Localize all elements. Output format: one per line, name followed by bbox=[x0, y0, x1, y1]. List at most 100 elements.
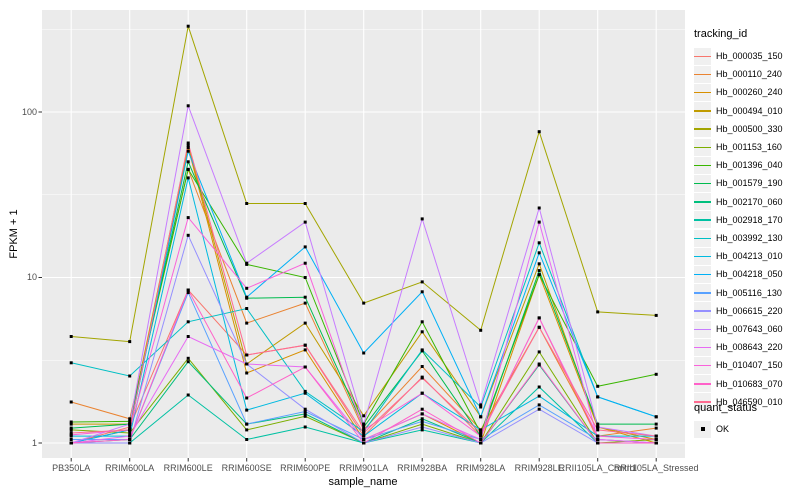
legend-key-swatch bbox=[694, 211, 711, 229]
data-point bbox=[596, 425, 600, 429]
legend-key-swatch bbox=[694, 156, 711, 174]
data-point bbox=[654, 313, 658, 317]
data-point bbox=[362, 441, 366, 445]
legend-label: Hb_004213_010 bbox=[716, 251, 783, 262]
data-point bbox=[245, 438, 249, 441]
legend-entry: Hb_000260_240 bbox=[694, 83, 783, 101]
data-point bbox=[362, 431, 366, 435]
legend-label: Hb_008643_220 bbox=[716, 342, 783, 353]
data-point bbox=[69, 428, 73, 432]
data-point bbox=[186, 143, 190, 147]
data-point bbox=[186, 335, 190, 338]
data-point bbox=[245, 353, 249, 357]
legend-entry-quant-ok: OK bbox=[694, 420, 729, 438]
data-point bbox=[420, 290, 424, 294]
data-point bbox=[69, 400, 73, 404]
data-point bbox=[128, 431, 132, 435]
legend-key-swatch bbox=[694, 83, 711, 101]
data-point bbox=[303, 202, 307, 205]
data-point bbox=[596, 428, 600, 432]
data-point bbox=[245, 321, 249, 325]
data-point bbox=[654, 415, 658, 419]
data-point bbox=[420, 217, 424, 221]
legend-entry: Hb_000500_330 bbox=[694, 120, 783, 138]
data-point bbox=[654, 426, 658, 430]
quant-ok-key-icon bbox=[694, 420, 711, 438]
legend-label: Hb_002170_060 bbox=[716, 196, 783, 207]
data-point bbox=[654, 438, 658, 441]
data-point bbox=[537, 316, 541, 320]
data-point bbox=[303, 261, 307, 265]
x-tick-label: RRIM928BA bbox=[397, 463, 448, 473]
data-point bbox=[128, 340, 132, 344]
data-point bbox=[245, 362, 249, 366]
data-point bbox=[596, 438, 600, 441]
legend-entry: Hb_002170_060 bbox=[694, 193, 783, 211]
legend-key-swatch bbox=[694, 393, 711, 411]
data-point bbox=[420, 365, 424, 368]
data-point bbox=[362, 438, 366, 441]
legend-label: Hb_000035_150 bbox=[716, 51, 783, 61]
data-point bbox=[245, 396, 249, 400]
legend-entry: Hb_007643_060 bbox=[694, 320, 783, 338]
data-point bbox=[69, 431, 73, 435]
data-point bbox=[420, 391, 424, 395]
data-point bbox=[362, 351, 366, 355]
data-point bbox=[303, 425, 307, 429]
legend-entry: Hb_004213_010 bbox=[694, 247, 783, 265]
data-point bbox=[245, 202, 249, 205]
data-point bbox=[420, 348, 424, 352]
data-point bbox=[537, 130, 541, 134]
data-point bbox=[69, 420, 73, 424]
data-point bbox=[303, 412, 307, 416]
data-point bbox=[128, 417, 132, 421]
legend-entry: Hb_010683_070 bbox=[694, 375, 783, 393]
data-point bbox=[479, 431, 483, 435]
data-point bbox=[362, 301, 366, 305]
data-point bbox=[186, 360, 190, 364]
data-point bbox=[420, 419, 424, 423]
data-point bbox=[537, 394, 541, 398]
data-point bbox=[186, 167, 190, 171]
data-point bbox=[362, 425, 366, 429]
legend-key-swatch bbox=[694, 174, 711, 192]
data-point bbox=[596, 422, 600, 426]
legend-label: Hb_002918_170 bbox=[716, 214, 783, 225]
data-point bbox=[303, 410, 307, 413]
legend-label: Hb_005116_130 bbox=[716, 287, 782, 298]
x-tick-label: RRIM901LA bbox=[339, 463, 389, 473]
y-tick-label: 100 bbox=[21, 106, 37, 117]
legend-label: Hb_003992_130 bbox=[716, 233, 783, 243]
data-point bbox=[362, 428, 366, 432]
legend-title-quant-status: quant_status bbox=[694, 402, 757, 414]
data-point bbox=[596, 434, 600, 438]
legend-entry: Hb_000035_150 bbox=[694, 47, 783, 65]
data-point bbox=[537, 262, 541, 266]
legend-entry: Hb_002918_170 bbox=[694, 211, 783, 229]
legend-key-swatch bbox=[694, 375, 711, 393]
legend-label: OK bbox=[716, 424, 730, 434]
x-tick-label: RRII105LA_Stressed bbox=[613, 463, 699, 473]
data-point bbox=[420, 280, 424, 284]
legend-entry: Hb_046590_010 bbox=[694, 393, 783, 411]
data-point bbox=[537, 325, 541, 329]
data-point bbox=[596, 310, 600, 314]
data-point bbox=[186, 176, 190, 180]
data-point bbox=[186, 320, 190, 324]
legend-key-swatch bbox=[694, 265, 711, 283]
data-point bbox=[69, 433, 73, 437]
data-point bbox=[303, 365, 307, 369]
data-point bbox=[654, 434, 658, 438]
data-point bbox=[479, 403, 483, 407]
data-point bbox=[303, 348, 307, 352]
data-point bbox=[128, 434, 132, 438]
x-tick-label: RRIM928LE bbox=[514, 463, 564, 473]
data-point bbox=[186, 393, 190, 397]
x-tick-label: RRIM600PE bbox=[280, 463, 331, 473]
legend-entry: Hb_000110_240 bbox=[694, 65, 782, 83]
data-point bbox=[479, 441, 483, 445]
legend-key-swatch bbox=[694, 338, 711, 356]
legend-label: Hb_007643_060 bbox=[716, 324, 783, 334]
data-point bbox=[245, 307, 249, 310]
